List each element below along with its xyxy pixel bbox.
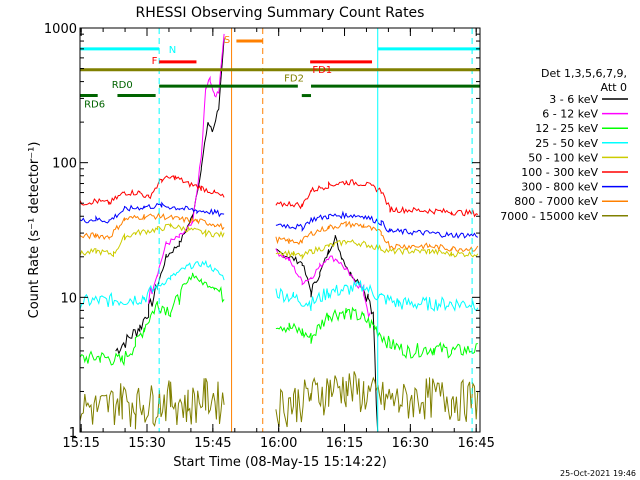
timestamp: 25-Oct-2021 19:46: [560, 469, 636, 478]
legend-header-1: Det 1,3,5,6,7,9,: [541, 67, 627, 80]
x-tick-label-2: 15:30: [128, 436, 165, 451]
series-line-8: [79, 212, 479, 253]
flag-label-fd2: FD2: [284, 74, 304, 85]
x-tick-label-7: 16:45: [457, 436, 494, 451]
legend-label-3: 12 - 25 keV: [535, 122, 598, 135]
x-axis: 15:15 15:30 15:45 16:00 16:15 16:30 16:45: [62, 28, 495, 451]
series-line-9: [79, 371, 479, 430]
legend-label-4: 25 - 50 keV: [535, 137, 598, 150]
x-tick-label-5: 16:15: [326, 436, 363, 451]
legend-label-2: 6 - 12 keV: [542, 108, 598, 121]
legend-label-7: 300 - 800 keV: [521, 181, 598, 194]
flag-label-rd0: RD0: [112, 80, 133, 91]
x-tick-label-3: 15:45: [194, 436, 231, 451]
series-line-4: [79, 260, 479, 312]
legend-label-1: 3 - 6 keV: [549, 93, 598, 106]
legend-label-6: 100 - 300 keV: [521, 166, 598, 179]
y-tick-label-3: 100: [52, 157, 77, 172]
y-tick-label-4: 1000: [44, 22, 77, 37]
y-axis: 1 10 100 1000: [44, 22, 480, 441]
x-tick-label-4: 16:00: [260, 436, 297, 451]
flag-label-n: N: [169, 45, 176, 56]
series-line-3: [79, 272, 478, 367]
legend-label-8: 800 - 7000 keV: [514, 195, 598, 208]
flag-label-f: F: [152, 56, 158, 67]
flag-label-rd6: RD6: [84, 100, 105, 111]
y-tick-label-2: 10: [60, 291, 77, 306]
x-tick-label-6: 16:30: [392, 436, 429, 451]
legend: Det 1,3,5,6,7,9,Att 03 - 6 keV 6 - 12 keV…: [500, 67, 628, 223]
y-tick-label-1: 1: [69, 426, 77, 441]
y-axis-label: Count Rate (s⁻¹ detector⁻¹): [27, 142, 42, 319]
plot-area: NF S FD1 FD2 RD0 RD6: [79, 28, 480, 433]
legend-header-2: Att 0: [601, 81, 627, 94]
flag-label-fd1: FD1: [312, 65, 332, 76]
chart-title: RHESSI Observing Summary Count Rates: [136, 5, 425, 21]
plot-frame: [79, 27, 481, 433]
series-line-7: [79, 201, 479, 239]
series-line-5: [79, 222, 479, 261]
x-axis-label: Start Time (08-May-15 15:14:22): [173, 455, 387, 470]
series-line-6: [79, 175, 479, 218]
legend-label-9: 7000 - 15000 keV: [500, 210, 598, 223]
x-tick-label-1: 15:15: [62, 436, 99, 451]
flag-label-s: S: [224, 35, 230, 46]
legend-label-5: 50 - 100 keV: [528, 151, 598, 164]
